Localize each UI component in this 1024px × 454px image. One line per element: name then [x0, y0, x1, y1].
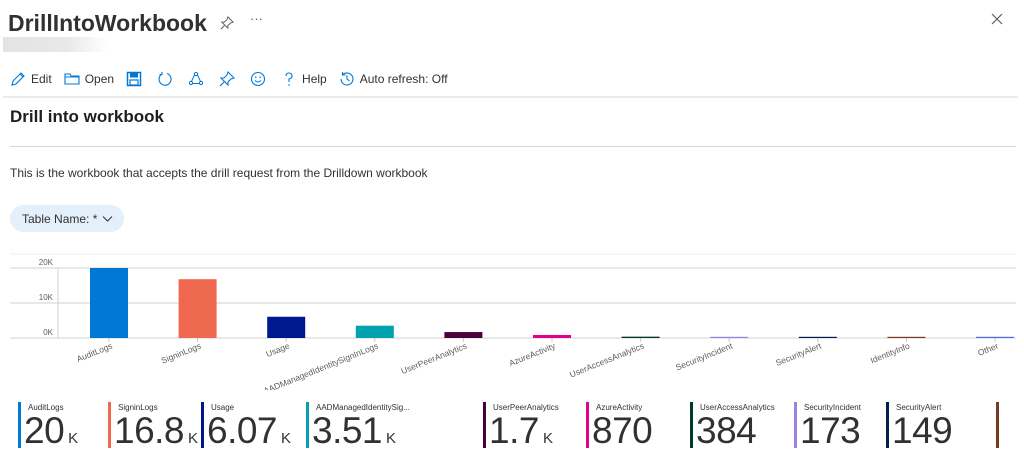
tile-color-bar — [483, 402, 486, 448]
x-tick-label: AzureActivity — [507, 340, 557, 368]
table-name-parameter-dropdown[interactable]: Table Name: * — [10, 205, 124, 232]
save-icon — [126, 71, 142, 87]
tile-unit: K — [386, 430, 397, 447]
pin-icon — [219, 71, 236, 87]
x-tick-label: AuditLogs — [75, 341, 114, 364]
open-label: Open — [84, 72, 115, 86]
x-tick-label: Other — [976, 341, 1000, 358]
tile-unit: K — [542, 430, 553, 447]
history-icon — [340, 72, 354, 86]
save-button[interactable] — [126, 71, 142, 87]
tile-color-bar — [794, 402, 797, 448]
share-icon — [188, 71, 204, 86]
bar-Other[interactable] — [976, 336, 1014, 338]
y-tick-label: 10K — [39, 293, 54, 302]
tile-label: SigninLogs — [118, 403, 158, 412]
tile-color-bar — [201, 402, 204, 448]
tile-label: AADManagedIdentitySig... — [316, 403, 410, 412]
refresh-icon — [158, 72, 172, 86]
feedback-smiley-icon — [250, 71, 266, 87]
tile-value: 173 — [800, 410, 861, 451]
help-button[interactable]: Help — [281, 71, 327, 87]
x-tick-label: UserAccessAnalytics — [568, 341, 645, 380]
tile-value: 20 K — [24, 410, 79, 451]
subtitle-redacted — [3, 37, 108, 52]
parameter-label: Table Name: * — [22, 211, 98, 226]
open-folder-icon — [64, 73, 80, 85]
tile-value: 149 — [892, 410, 953, 451]
help-label: Help — [302, 72, 327, 86]
x-tick-label: SecurityAlert — [774, 340, 823, 368]
tile-unit: K — [68, 430, 79, 447]
auto-refresh-label: Auto refresh: Off — [359, 72, 448, 86]
tile-value: 1.7 K — [489, 410, 553, 451]
description-text: This is the workbook that accepts the dr… — [10, 166, 428, 180]
pin-button[interactable] — [219, 71, 236, 87]
bar-AuditLogs[interactable] — [90, 268, 128, 338]
tile-value: 870 — [592, 410, 653, 451]
section-title: Drill into workbook — [10, 107, 164, 126]
tile-color-bar — [690, 402, 693, 448]
tile-value: 16.8 K — [114, 410, 199, 451]
tile-value: 384 — [696, 410, 757, 451]
tile-label: UserPeerAnalytics — [493, 403, 559, 412]
tile-label: SecurityIncident — [804, 403, 861, 412]
tile-label: Usage — [211, 403, 235, 412]
tile-label: SecurityAlert — [896, 403, 942, 412]
bar-UserAccessAnalytics[interactable] — [621, 336, 660, 338]
bar-SecurityIncident[interactable] — [710, 336, 749, 338]
tile-color-bar — [886, 402, 889, 448]
tile-label: AuditLogs — [28, 403, 64, 412]
share-button[interactable] — [188, 71, 204, 87]
section-divider — [10, 146, 1016, 147]
x-tick-label: SecurityIncident — [674, 340, 734, 372]
tile-unit: K — [281, 430, 292, 447]
tile-value: 3.51 K — [312, 410, 397, 451]
edit-label: Edit — [31, 72, 52, 86]
toolbar: Edit Open Help Auto refresh: Off — [10, 68, 460, 90]
edit-icon — [11, 72, 25, 86]
tile-label: AzureActivity — [596, 403, 643, 412]
bar-IdentityInfo[interactable] — [887, 336, 926, 338]
open-button[interactable]: Open — [64, 71, 114, 87]
tile-color-bar — [108, 402, 111, 448]
refresh-button[interactable] — [157, 71, 173, 87]
bar-UserPeerAnalytics[interactable] — [444, 332, 483, 338]
y-tick-label: 20K — [39, 258, 54, 267]
bar-SecurityAlert[interactable] — [798, 336, 837, 338]
window-title: DrillIntoWorkbook — [8, 10, 207, 36]
pin-icon[interactable] — [220, 16, 234, 30]
y-tick-label: 0K — [43, 328, 53, 337]
tile-unit: K — [188, 430, 199, 447]
tile-label: UserAccessAnalytics — [700, 403, 775, 412]
x-tick-label: Usage — [264, 340, 291, 359]
tile-color-bar — [18, 402, 21, 448]
close-icon[interactable] — [990, 12, 1004, 26]
feedback-button[interactable] — [250, 71, 266, 87]
x-tick-label: UserPeerAnalytics — [400, 341, 469, 376]
x-tick-label: IdentityInfo — [869, 340, 912, 365]
tile-value: 6.07 K — [207, 410, 292, 451]
help-icon — [285, 72, 293, 86]
x-tick-label: SigninLogs — [160, 341, 203, 366]
bar-AzureActivity[interactable] — [533, 334, 571, 338]
toolbar-divider — [3, 96, 1018, 98]
bar-AADManagedIdentitySignInLogs[interactable] — [355, 325, 394, 338]
bar-Usage[interactable] — [267, 316, 306, 338]
edit-button[interactable]: Edit — [10, 71, 52, 87]
chevron-down-icon — [103, 215, 113, 222]
tile-color-bar — [996, 402, 999, 448]
tile-color-bar — [306, 402, 309, 448]
bar-SigninLogs[interactable] — [178, 279, 217, 338]
more-options-button[interactable]: ··· — [250, 11, 263, 26]
tile-color-bar — [586, 402, 589, 448]
auto-refresh-button[interactable]: Auto refresh: Off — [339, 71, 448, 87]
